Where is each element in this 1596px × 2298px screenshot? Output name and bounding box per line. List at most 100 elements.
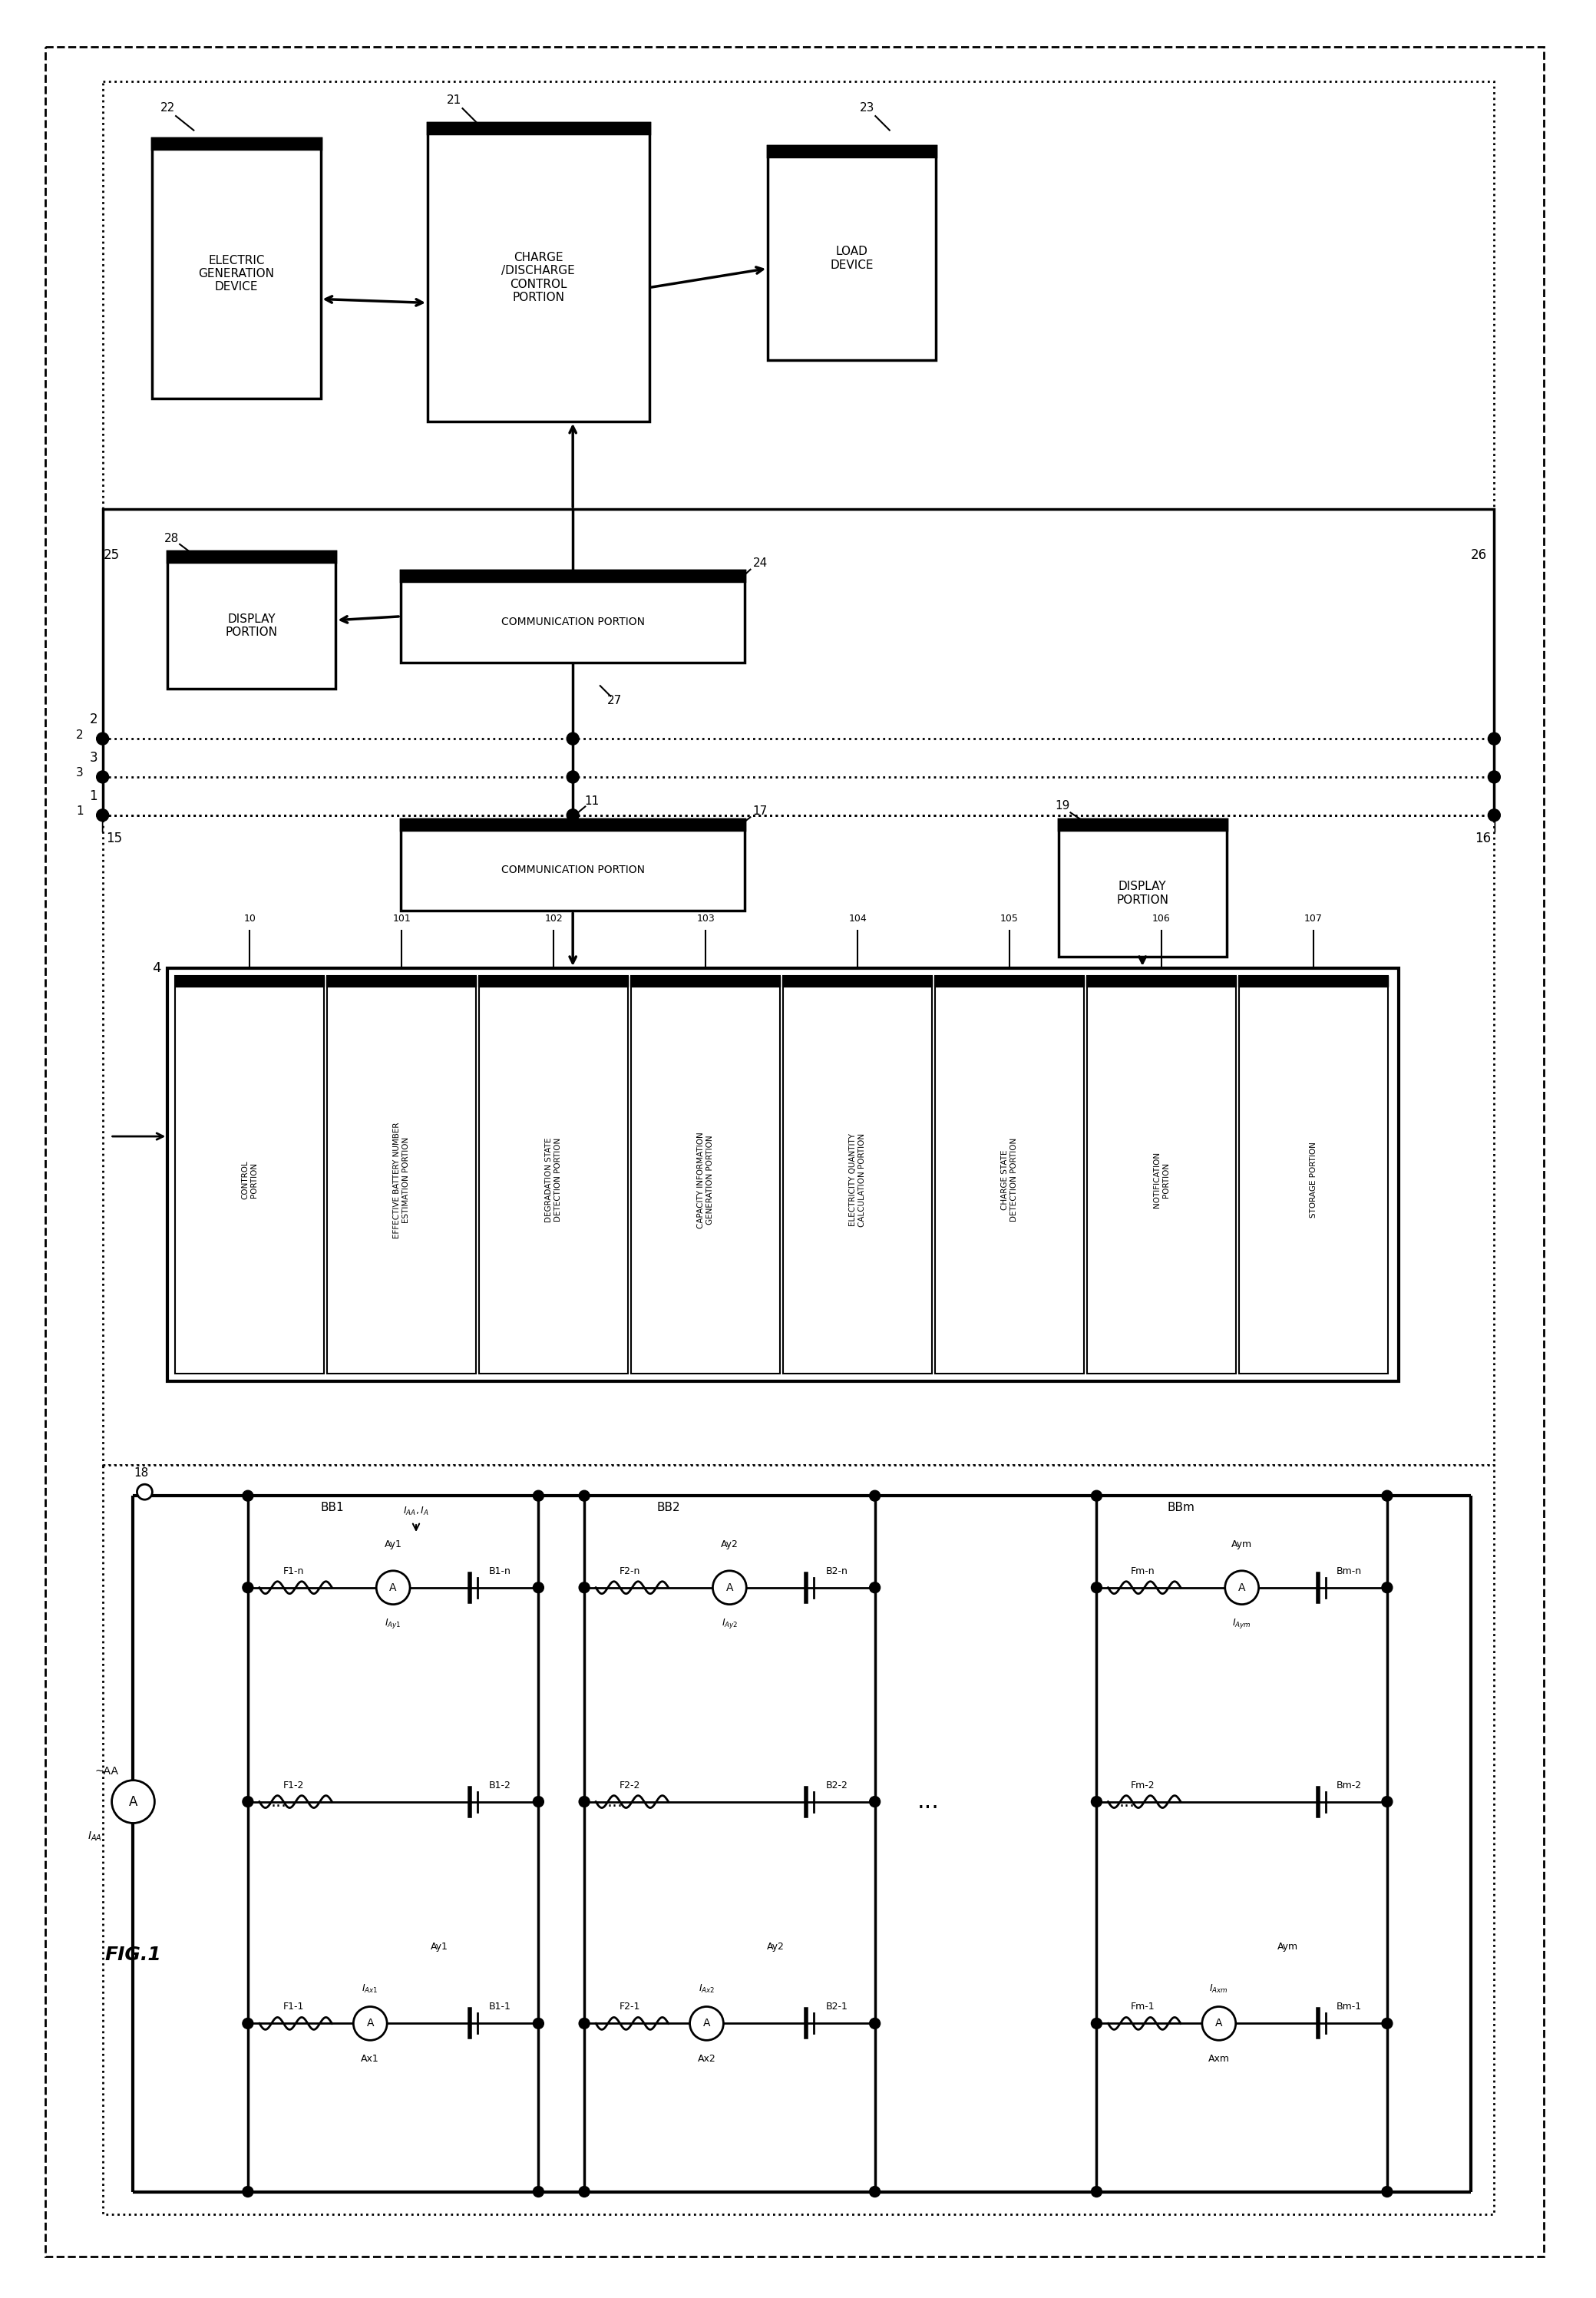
Text: B2-n: B2-n	[825, 1567, 847, 1576]
Bar	[768, 147, 935, 156]
Circle shape	[579, 1491, 589, 1501]
Text: Aym: Aym	[1232, 1540, 1253, 1549]
Text: COMMUNICATION PORTION: COMMUNICATION PORTION	[501, 864, 645, 876]
Text: 21: 21	[447, 94, 461, 106]
Circle shape	[533, 1797, 544, 1806]
Text: A: A	[1238, 1583, 1245, 1593]
Circle shape	[243, 1797, 254, 1806]
Text: Fm-n: Fm-n	[1130, 1567, 1154, 1576]
Text: LOAD
DEVICE: LOAD DEVICE	[830, 246, 873, 271]
Circle shape	[96, 770, 109, 784]
Bar	[102, 816, 1494, 1466]
Text: CONTROL
PORTION: CONTROL PORTION	[241, 1160, 259, 1200]
Text: 3: 3	[89, 751, 97, 765]
Text: DEGRADATION STATE
DETECTION PORTION: DEGRADATION STATE DETECTION PORTION	[546, 1138, 562, 1223]
Text: F2-1: F2-1	[619, 2002, 640, 2013]
Text: $I_{AA},I_A$: $I_{AA},I_A$	[404, 1505, 429, 1517]
Bar	[1238, 977, 1389, 1374]
Text: 101: 101	[393, 915, 410, 924]
Circle shape	[1382, 1491, 1392, 1501]
Circle shape	[1382, 2018, 1392, 2029]
Bar	[784, 977, 932, 986]
Text: 107: 107	[1304, 915, 1323, 924]
Text: Ax2: Ax2	[697, 2054, 715, 2064]
Text: Bm-1: Bm-1	[1336, 2002, 1361, 2013]
Circle shape	[1382, 1583, 1392, 1593]
Text: STORAGE PORTION: STORAGE PORTION	[1310, 1142, 1317, 1218]
Circle shape	[579, 2185, 589, 2197]
Text: $I_{Ay1}$: $I_{Ay1}$	[385, 1615, 402, 1629]
Text: 24: 24	[753, 556, 768, 568]
Bar	[1087, 977, 1235, 1374]
Circle shape	[533, 1491, 544, 1501]
Text: FIG.1: FIG.1	[105, 1946, 161, 1965]
Bar	[401, 818, 745, 910]
Text: 15: 15	[105, 832, 123, 846]
Bar	[401, 570, 745, 662]
Text: F2-n: F2-n	[619, 1567, 640, 1576]
Text: B1-2: B1-2	[488, 1781, 511, 1790]
Text: $I_{Axm}$: $I_{Axm}$	[1210, 1983, 1229, 1995]
Text: CHARGE STATE
DETECTION PORTION: CHARGE STATE DETECTION PORTION	[1001, 1138, 1018, 1223]
Text: 102: 102	[544, 915, 563, 924]
Circle shape	[533, 2185, 544, 2197]
Text: Fm-2: Fm-2	[1130, 1781, 1154, 1790]
Text: A: A	[1215, 2018, 1223, 2029]
Text: $I_{Ay2}$: $I_{Ay2}$	[721, 1615, 737, 1629]
Text: 10: 10	[244, 915, 255, 924]
Text: 17: 17	[753, 807, 768, 818]
Circle shape	[243, 2018, 254, 2029]
Bar	[935, 977, 1084, 986]
Text: EFFECTIVE BATTERY NUMBER
ESTIMATION PORTION: EFFECTIVE BATTERY NUMBER ESTIMATION PORT…	[393, 1121, 410, 1239]
Text: 106: 106	[1152, 915, 1170, 924]
Circle shape	[870, 1797, 881, 1806]
Circle shape	[579, 1583, 589, 1593]
Text: BB2: BB2	[656, 1501, 680, 1512]
Text: Ay2: Ay2	[721, 1540, 739, 1549]
Bar	[428, 124, 650, 421]
Circle shape	[870, 2185, 881, 2197]
Text: Fm-1: Fm-1	[1130, 2002, 1154, 2013]
Bar	[479, 977, 629, 986]
Circle shape	[353, 2006, 386, 2041]
Text: DISPLAY
PORTION: DISPLAY PORTION	[225, 614, 278, 639]
Text: ...: ...	[918, 1790, 940, 1813]
Circle shape	[567, 733, 579, 745]
Text: Bm-2: Bm-2	[1336, 1781, 1361, 1790]
Text: F1-n: F1-n	[282, 1567, 305, 1576]
Text: 2: 2	[77, 728, 83, 740]
Bar	[102, 80, 1494, 510]
Text: 27: 27	[608, 694, 622, 705]
Text: F1-2: F1-2	[282, 1781, 305, 1790]
Bar	[152, 138, 321, 149]
Bar	[1238, 977, 1389, 986]
Circle shape	[1382, 2185, 1392, 2197]
Text: $I_{Aym}$: $I_{Aym}$	[1232, 1615, 1251, 1629]
Text: 26: 26	[1472, 549, 1487, 563]
Text: Ay1: Ay1	[385, 1540, 402, 1549]
Text: 3: 3	[77, 768, 83, 779]
Text: COMMUNICATION PORTION: COMMUNICATION PORTION	[501, 616, 645, 627]
Circle shape	[243, 1491, 254, 1501]
Text: 2: 2	[89, 712, 97, 726]
Text: $I_{Ax1}$: $I_{Ax1}$	[362, 1983, 378, 1995]
Circle shape	[567, 809, 579, 820]
Circle shape	[689, 2006, 723, 2041]
Bar	[327, 977, 476, 1374]
Circle shape	[533, 2018, 544, 2029]
Text: ...: ...	[1119, 1795, 1135, 1809]
Text: B2-1: B2-1	[825, 2002, 847, 2013]
Circle shape	[377, 1572, 410, 1604]
Circle shape	[579, 1797, 589, 1806]
Text: ~AA: ~AA	[94, 1765, 118, 1776]
Text: $I_{AA}$: $I_{AA}$	[88, 1829, 102, 1843]
Circle shape	[1382, 1797, 1392, 1806]
Text: $I_{Ax2}$: $I_{Ax2}$	[699, 1983, 715, 1995]
Text: 25: 25	[104, 549, 120, 563]
Text: 1: 1	[77, 807, 83, 818]
Text: F2-2: F2-2	[619, 1781, 640, 1790]
Text: 19: 19	[1055, 800, 1069, 811]
Circle shape	[96, 733, 109, 745]
Bar	[768, 147, 935, 361]
Text: 22: 22	[160, 101, 176, 113]
